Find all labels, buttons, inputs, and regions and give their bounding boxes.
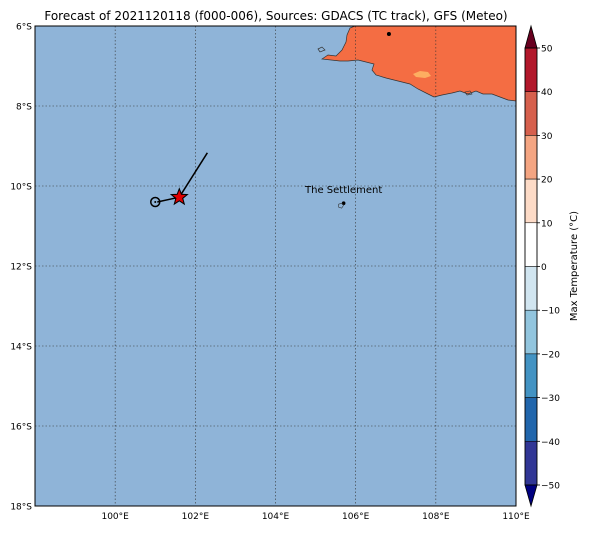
map-gridlines: [35, 26, 516, 506]
colorbar-tick-label: −10: [541, 307, 560, 317]
colorbar-tick-label: 30: [541, 132, 553, 142]
latitude-tick-label: 10°S: [10, 183, 32, 193]
colorbar-tick-label: −50: [541, 482, 560, 492]
previous-position-ring: [150, 196, 161, 208]
latitude-tick-label: 18°S: [10, 503, 32, 513]
colorbar-bin: [524, 266, 538, 311]
longitude-tick-label: 108°E: [422, 512, 450, 522]
city-marker: [386, 32, 391, 36]
colorbar-bin: [524, 309, 538, 355]
colorbar-tick-label: −20: [541, 350, 560, 360]
warm-contour-patch: [413, 71, 431, 78]
longitude-tick-labels: 100°E 102°E 104°E 106°E 108°E 110°E: [101, 512, 530, 522]
latitude-tick-labels: 6°S 8°S 10°S 12°S 14°S 16°S 18°S: [10, 23, 32, 513]
colorbar-tick-label: −40: [541, 438, 560, 448]
christmas-island-outline: [338, 202, 345, 209]
latitude-tick-label: 16°S: [10, 423, 32, 433]
colorbar-tick-label: 50: [541, 45, 553, 55]
place-marker: [341, 201, 346, 205]
colorbar-bin: [524, 353, 538, 398]
map-frame: [34, 25, 517, 507]
colorbar-bin: [524, 441, 538, 486]
storm-current-position-icon: [169, 187, 189, 206]
colorbar-tick-label: −30: [541, 394, 560, 404]
ocean-area: [35, 26, 516, 506]
latitude-tick-label: 14°S: [10, 343, 32, 353]
java-landmass: [321, 25, 517, 102]
longitude-tick-label: 102°E: [182, 512, 210, 522]
colorbar-tick-label: 10: [541, 219, 553, 229]
place-label: The Settlement: [304, 185, 382, 196]
small-island: [464, 90, 473, 96]
colorbar-bins: [524, 47, 538, 486]
latitude-tick-label: 12°S: [10, 263, 32, 273]
longitude-tick-label: 104°E: [262, 512, 290, 522]
previous-position-center: [154, 201, 157, 203]
colorbar-tick-label: 40: [541, 88, 553, 98]
colorbar-label: Max Temperature (°C): [569, 211, 580, 321]
latitude-tick-label: 8°S: [16, 103, 32, 113]
colorbar-tick-labels: 50 40 30 20 10 0 −10 −20 −30 −40 −50: [537, 45, 560, 492]
colorbar-bin: [524, 135, 538, 180]
longitude-tick-label: 110°E: [502, 512, 530, 522]
small-island: [317, 46, 326, 53]
colorbar-bin: [524, 397, 538, 442]
longitude-tick-label: 100°E: [101, 512, 129, 522]
map-panel: The Settlement: [34, 25, 517, 507]
colorbar-top-extend: [524, 24, 538, 49]
java-landmass-shape: [321, 25, 517, 102]
colorbar-tick-label: 0: [541, 263, 547, 273]
storm-previous-position-icon: [150, 196, 161, 208]
colorbar-tick-label: 20: [541, 176, 553, 186]
colorbar-bin: [524, 91, 538, 136]
storm-motion-vector: [178, 152, 208, 198]
colorbar-bin: [524, 178, 538, 224]
colorbar-bin: [524, 222, 538, 267]
longitude-tick-label: 106°E: [342, 512, 370, 522]
colorbar-bin: [524, 47, 538, 92]
figure-title: Forecast of 2021120118 (f000-006), Sourc…: [44, 9, 507, 23]
colorbar-bottom-extend: [524, 484, 538, 508]
latitude-tick-label: 6°S: [16, 23, 32, 33]
colorbar: 50 40 30 20 10 0 −10 −20 −30 −40 −50 Max Temperatu…: [524, 24, 580, 508]
